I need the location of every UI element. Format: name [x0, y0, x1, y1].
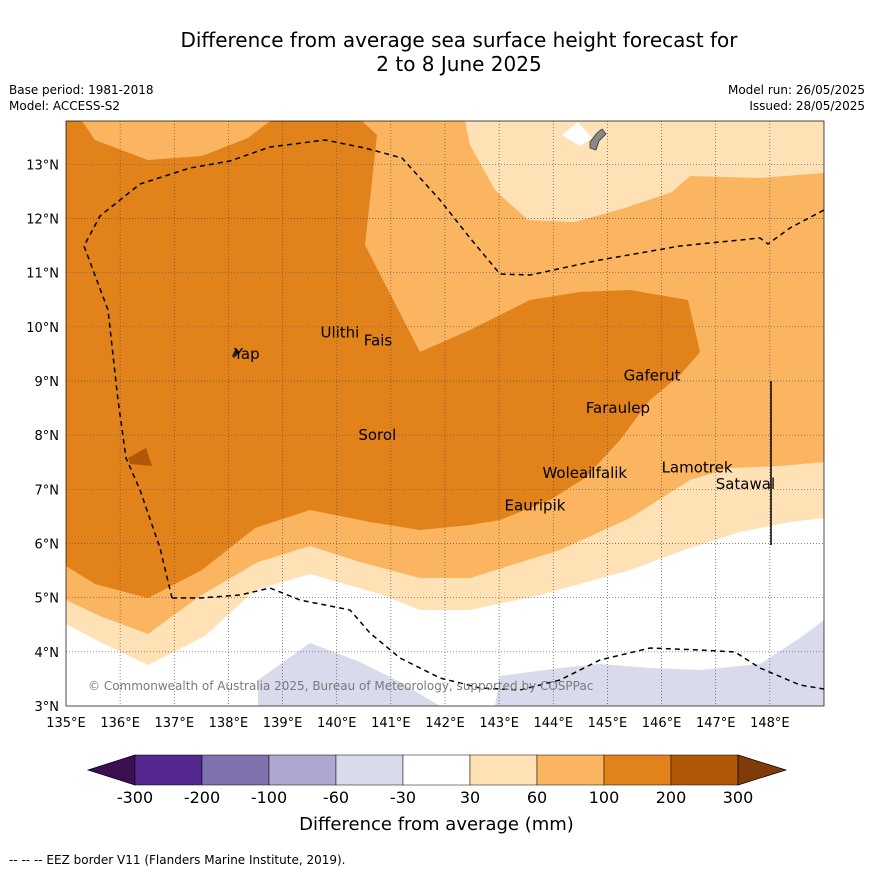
lon-tick-label: 143°E [479, 716, 519, 731]
lat-tick-label: 7°N [35, 483, 60, 498]
colorbar-segment [603, 754, 672, 786]
title-line2: 2 to 8 June 2025 [376, 52, 542, 76]
chart-title: Difference from average sea surface heig… [0, 28, 873, 76]
place-label: Ulithi [320, 323, 359, 341]
lat-tick-label: 9°N [35, 375, 60, 390]
meta-left: Base period: 1981-2018 Model: ACCESS-S2 [9, 82, 154, 114]
colorbar-tick-label: 300 [722, 788, 754, 807]
lat-tick-label: 11°N [26, 267, 59, 282]
contour-neg30-east [495, 620, 824, 706]
eez-footnote: -- -- -- EEZ border V11 (Flanders Marine… [9, 853, 346, 867]
lon-tick-label: 137°E [155, 716, 195, 731]
map-frame [65, 120, 825, 707]
colorbar-segment [268, 754, 337, 786]
place-label: Lamotrek [662, 459, 733, 477]
lon-tick-label: 142°E [425, 716, 465, 731]
colorbar-segment [469, 754, 538, 786]
lon-tick-label: 146°E [642, 716, 682, 731]
colorbar-segment [402, 754, 471, 786]
colorbar-segment [134, 754, 203, 786]
lon-tick-label: 138°E [209, 716, 249, 731]
colorbar-segment [335, 754, 404, 786]
axis-tick-labels: 135°E 136°E 137°E 138°E 139°E 140°E 141°E 142°E… [26, 158, 789, 731]
issued-date: Issued: 28/05/2025 [749, 99, 865, 113]
place-label: Faraulep [586, 399, 650, 417]
place-label: Fais [364, 331, 393, 349]
contour-neg30-west [258, 643, 440, 706]
colorbar-tick-label: -30 [389, 788, 417, 807]
lon-tick-label: 148°E [750, 716, 790, 731]
eez-border-loop [83, 139, 824, 599]
lat-tick-label: 10°N [26, 321, 59, 336]
yap-land [232, 348, 240, 358]
place-label: Woleai [542, 464, 592, 482]
colorbar-tick-label: -60 [322, 788, 350, 807]
colorbar-tick-label: 200 [655, 788, 687, 807]
place-labels: Yap Ulithi Fais Gaferut Faraulep Sorol Lamotre… [233, 323, 775, 514]
place-label: Eauripik [505, 497, 566, 515]
copyright-text: © Commonwealth of Australia 2025, Bureau… [88, 679, 593, 693]
colorbar [86, 754, 788, 786]
lon-tick-label: 136°E [100, 716, 140, 731]
lon-tick-label: 141°E [371, 716, 411, 731]
place-label: Ifalik [591, 464, 627, 482]
colorbar-segment [536, 754, 605, 786]
lat-tick-label: 3°N [35, 700, 60, 715]
lat-tick-label: 8°N [35, 429, 60, 444]
title-line1: Difference from average sea surface heig… [180, 28, 738, 52]
contour-100-200 [66, 121, 700, 598]
colorbar-tick-label: -100 [250, 788, 288, 807]
place-label: Satawal [716, 475, 775, 493]
model-name: Model: ACCESS-S2 [9, 99, 121, 113]
colorbar-title: Difference from average (mm) [299, 814, 574, 835]
meta-right: Model run: 26/05/2025 Issued: 28/05/2025 [728, 82, 865, 114]
white-patch-north [562, 122, 592, 146]
colorbar-tick-label: 30 [459, 788, 481, 807]
lat-tick-label: 12°N [26, 213, 59, 228]
colorbar-tick-label: 100 [588, 788, 620, 807]
lat-tick-label: 13°N [26, 158, 59, 173]
lon-tick-label: 144°E [534, 716, 574, 731]
lon-tick-label: 145°E [588, 716, 628, 731]
lon-tick-label: 147°E [696, 716, 736, 731]
guam-land [589, 128, 607, 151]
colorbar-segment [201, 754, 270, 786]
lon-tick-label: 135°E [46, 716, 86, 731]
lat-tick-label: 6°N [35, 538, 60, 553]
colorbar-tick-label: -300 [116, 788, 154, 807]
colorbar-segment [670, 754, 739, 786]
colorbar-arrow-high [737, 754, 788, 786]
colorbar-tick-label: 60 [526, 788, 548, 807]
colorbar-arrow-low [86, 754, 136, 786]
lat-tick-label: 5°N [35, 592, 60, 607]
lat-tick-label: 4°N [35, 646, 60, 661]
contour-200-300-patch [128, 448, 152, 466]
lon-tick-label: 139°E [263, 716, 303, 731]
map-area: Yap Ulithi Fais Gaferut Faraulep Sorol Lamotre… [66, 121, 824, 706]
place-label: Sorol [358, 426, 396, 444]
place-label: Yap [233, 345, 260, 363]
place-label: Gaferut [624, 367, 681, 385]
base-period: Base period: 1981-2018 [9, 83, 154, 97]
lon-tick-label: 140°E [317, 716, 357, 731]
colorbar-tick-label: -200 [183, 788, 221, 807]
model-run: Model run: 26/05/2025 [727, 83, 865, 97]
eez-border-west [172, 587, 824, 691]
